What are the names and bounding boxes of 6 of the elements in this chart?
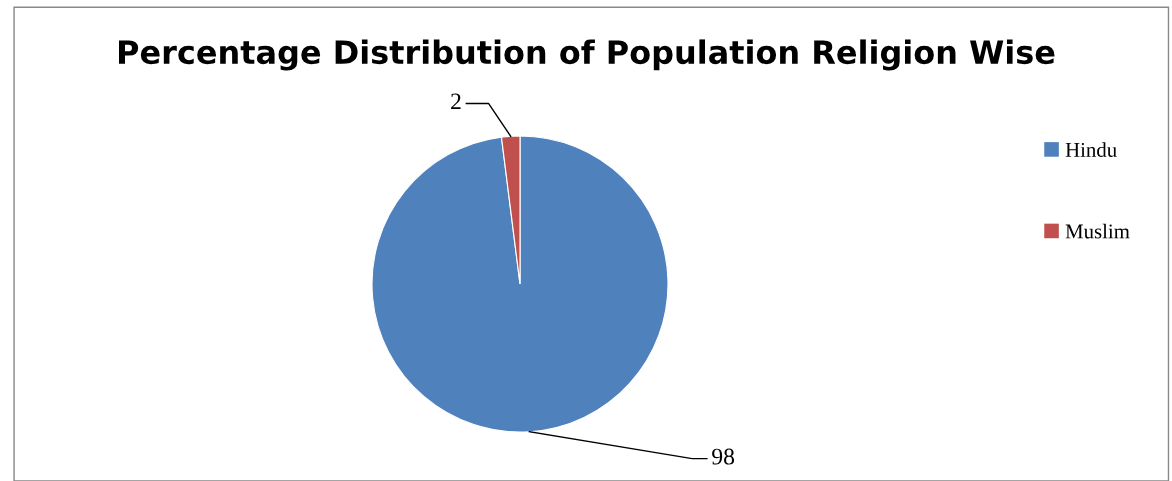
pie-slice: [371, 135, 669, 433]
legend-label: Muslim: [1065, 223, 1130, 239]
chart-title: Percentage Distribution of Population Religion Wise: [119, 39, 1055, 71]
data-label: 98: [712, 448, 735, 465]
data-label: 2: [451, 93, 461, 110]
legend-label: Hindu: [1065, 142, 1117, 157]
